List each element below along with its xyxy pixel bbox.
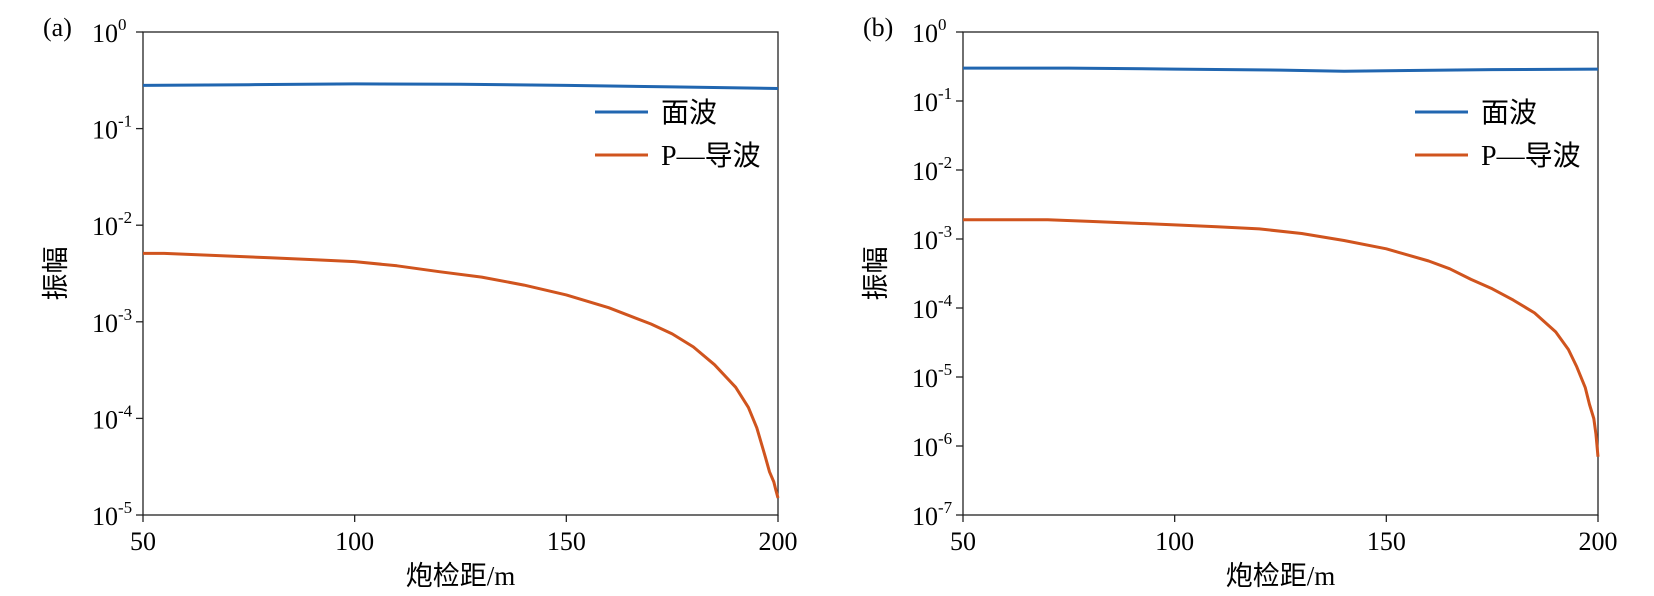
y-tick-label: 10 bbox=[92, 309, 118, 338]
y-tick-exponent: -3 bbox=[118, 305, 132, 324]
legend-label: 面波 bbox=[661, 97, 717, 129]
x-tick-label: 200 bbox=[1579, 527, 1618, 556]
y-tick-exponent: -1 bbox=[938, 84, 952, 103]
y-tick-exponent: -7 bbox=[938, 498, 953, 517]
y-tick-label: 10 bbox=[92, 116, 118, 145]
y-tick-exponent: -5 bbox=[118, 498, 132, 517]
x-tick-label: 50 bbox=[950, 527, 976, 556]
y-tick-label: 10 bbox=[912, 502, 938, 531]
y-tick-label: 10 bbox=[912, 226, 938, 255]
legend-label: P—导波 bbox=[661, 140, 761, 172]
y-tick-label: 10 bbox=[912, 364, 938, 393]
y-tick-exponent: -1 bbox=[118, 112, 132, 131]
y-tick-label: 10 bbox=[912, 157, 938, 186]
series-line-1 bbox=[142, 82, 779, 90]
series-line-1 bbox=[963, 66, 1599, 73]
y-tick-label: 10 bbox=[92, 502, 118, 531]
y-tick-label: 10 bbox=[912, 433, 938, 462]
x-tick-label: 100 bbox=[1155, 527, 1194, 556]
y-tick-exponent: -4 bbox=[938, 291, 953, 310]
x-tick-label: 50 bbox=[130, 527, 156, 556]
x-tick-label: 100 bbox=[335, 527, 374, 556]
series-line-2 bbox=[963, 218, 1600, 457]
panel-label: (b) bbox=[863, 13, 893, 42]
y-tick-label: 10 bbox=[912, 88, 938, 117]
y-tick-exponent: -5 bbox=[938, 360, 952, 379]
y-tick-label: 10 bbox=[92, 405, 118, 434]
x-tick-label: 200 bbox=[759, 527, 798, 556]
legend-label: P—导波 bbox=[1481, 140, 1581, 172]
y-tick-exponent: 0 bbox=[938, 15, 947, 34]
panel-label: (a) bbox=[43, 13, 72, 42]
x-axis-label: 炮检距/m bbox=[406, 561, 516, 591]
y-tick-exponent: -6 bbox=[938, 429, 952, 448]
y-tick-exponent: -4 bbox=[118, 401, 133, 420]
y-tick-exponent: -2 bbox=[938, 153, 952, 172]
series-line-2 bbox=[143, 251, 780, 499]
y-tick-label: 10 bbox=[92, 19, 118, 48]
plot-frame bbox=[142, 31, 779, 516]
y-axis-label: 振幅 bbox=[861, 247, 891, 301]
y-tick-label: 10 bbox=[912, 19, 938, 48]
legend-label: 面波 bbox=[1481, 97, 1537, 129]
x-axis-label: 炮检距/m bbox=[1226, 561, 1336, 591]
y-axis-label: 振幅 bbox=[41, 247, 71, 301]
y-tick-label: 10 bbox=[92, 212, 118, 241]
x-tick-label: 150 bbox=[547, 527, 586, 556]
y-tick-exponent: -2 bbox=[118, 208, 132, 227]
x-tick-label: 150 bbox=[1367, 527, 1406, 556]
plot-frame bbox=[962, 31, 1599, 516]
y-tick-label: 10 bbox=[912, 295, 938, 324]
y-tick-exponent: 0 bbox=[118, 15, 127, 34]
y-tick-exponent: -3 bbox=[938, 222, 952, 241]
